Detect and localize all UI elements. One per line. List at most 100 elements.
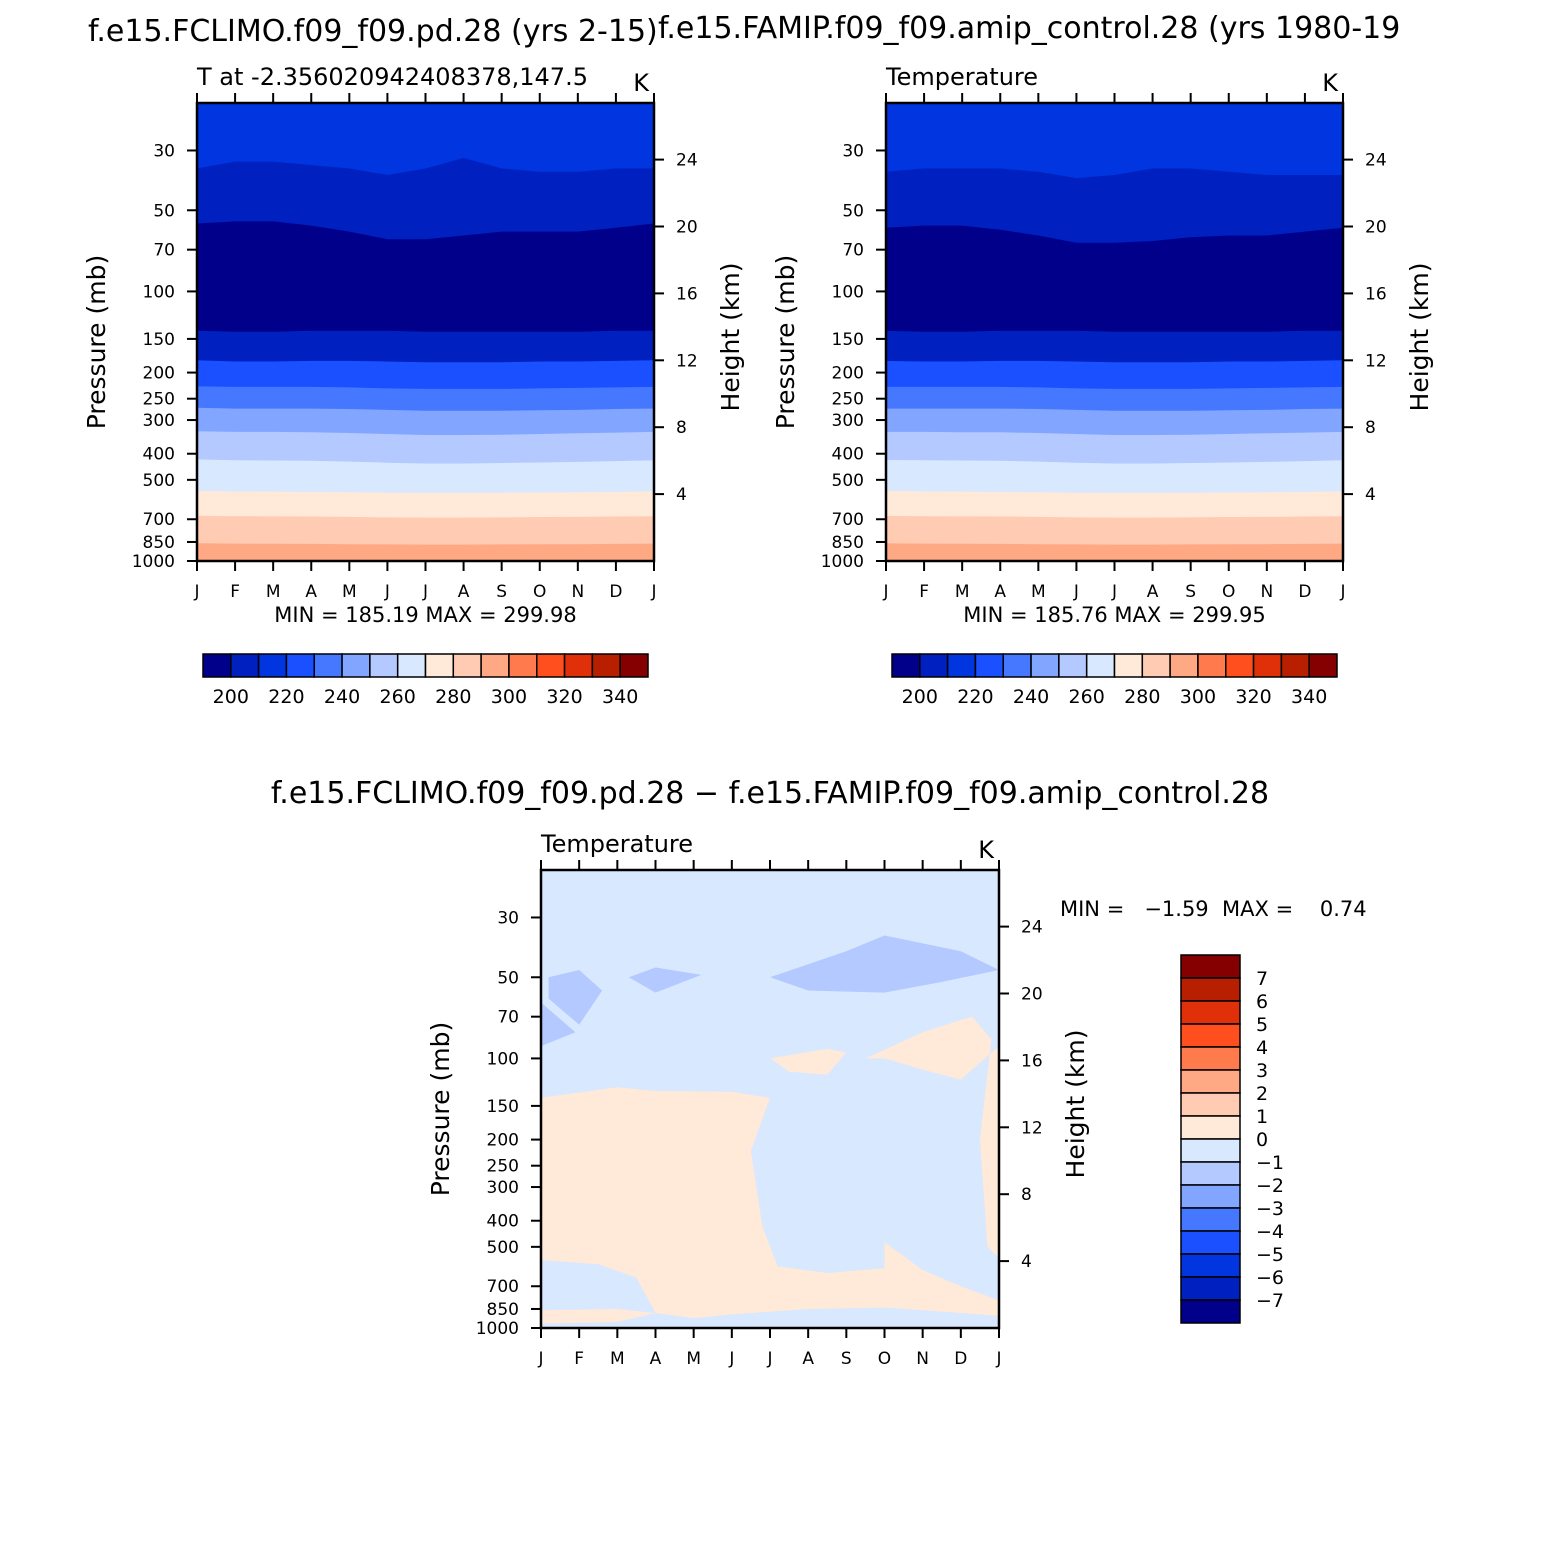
panel1-x-tick-label: J [422, 582, 428, 602]
panel1-colorbar-label: 320 [546, 686, 582, 708]
panel2-x-tick-label: J [882, 582, 888, 602]
panel1-colorbar-box [341, 653, 371, 678]
panel1-x-tick-label: D [609, 582, 622, 602]
panel1-x-tick-label: M [342, 582, 357, 602]
panel1-y-tick-label: 100 [143, 282, 175, 302]
panel1-x-tick-label: J [384, 582, 390, 602]
panel3-colorbar-label: −7 [1256, 1290, 1284, 1312]
panel1-y-tick-label: 700 [143, 510, 175, 530]
panel3-colorbar-label: −1 [1256, 1152, 1284, 1174]
panel3-x-tick-label: S [841, 1349, 852, 1369]
panel1-colorbar-box [536, 653, 566, 678]
panel3-subtitle-left: Temperature [540, 830, 693, 858]
panel3-colorbar-box [1180, 1069, 1241, 1094]
panel1-x-tick-label: A [458, 582, 470, 602]
panel2-y2-tick-label: 12 [1365, 351, 1387, 371]
panel2-colorbar-box [1085, 653, 1116, 678]
panel1-y2-tick-label: 20 [676, 218, 698, 238]
panel2-x-tick-label: J [1339, 582, 1345, 602]
panel2-x-tick-label: N [1260, 582, 1273, 602]
panel1-colorbar-label: 220 [268, 686, 304, 708]
panel1-colorbar-box [480, 653, 510, 678]
panel1-y2-tick-label: 8 [676, 418, 687, 438]
panel2-colorbar-label: 220 [957, 686, 993, 708]
panel1-ylabel: Pressure (mb) [82, 255, 111, 429]
panel3-y2-tick-label: 20 [1021, 985, 1043, 1005]
panel2-y2-tick-label: 8 [1365, 418, 1376, 438]
panel3-colorbar-label: −2 [1256, 1175, 1284, 1197]
panel2-colorbar-box [1058, 653, 1088, 678]
panel3-colorbar-box [1180, 1161, 1241, 1186]
panel1-colorbar-box [452, 653, 482, 678]
panel2-colorbar-box [1197, 653, 1227, 678]
panel3-colorbar-label: −3 [1256, 1198, 1284, 1220]
panel3-x-tick-label: J [728, 1349, 734, 1369]
panel2-y-tick-label: 500 [832, 471, 864, 491]
panel1-colorbar-label: 300 [491, 686, 527, 708]
panel1-y2-tick-label: 12 [676, 351, 698, 371]
panel1-colorbar-box [563, 653, 594, 678]
panel3-y-tick-label: 70 [497, 1008, 519, 1028]
panel3-y2-tick-label: 4 [1021, 1252, 1032, 1272]
panel3-region [865, 1016, 999, 1258]
panel3-colorbar-label: 5 [1256, 1014, 1268, 1036]
panel1-contour-fill [197, 103, 654, 561]
panel2-x-tick-label: F [919, 582, 929, 602]
panel2-colorbar-box [1030, 653, 1060, 678]
panel3-y2-tick-label: 8 [1021, 1185, 1032, 1205]
panel2-y-tick-label: 70 [842, 241, 864, 261]
panel3-y-tick-label: 250 [487, 1157, 519, 1177]
panel2-colorbar-label: 300 [1180, 686, 1216, 708]
panel2-x-tick-label: O [1222, 582, 1235, 602]
panel3-region [548, 970, 603, 1025]
panel3-colorbar-label: 4 [1256, 1037, 1268, 1059]
panel3-x-tick-label: M [686, 1349, 701, 1369]
panel1-y-tick-label: 200 [143, 364, 175, 384]
panel1-y-tick-label: 850 [143, 533, 175, 553]
panel2-x-tick-label: D [1298, 582, 1311, 602]
panel2-colorbar-box [1252, 653, 1283, 678]
panel3-colorbar-label: 3 [1256, 1060, 1268, 1082]
panel1-colorbar-box [508, 653, 538, 678]
panel3-region [770, 1048, 847, 1075]
panel1-y-tick-label: 150 [143, 330, 175, 350]
panel1-colorbar-box [202, 653, 232, 678]
panel3-y-tick-label: 400 [487, 1212, 519, 1232]
panel1-x-tick-label: O [533, 582, 546, 602]
panel3-x-tick-label: J [537, 1349, 543, 1369]
panel3-y-tick-label: 100 [487, 1049, 519, 1069]
panel1-x-tick-label: A [305, 582, 317, 602]
panel3-colorbar-box [1180, 1276, 1241, 1301]
panel3-y-tick-label: 300 [487, 1178, 519, 1198]
panel1-y-tick-label: 300 [143, 411, 175, 431]
panel3-y-tick-label: 850 [487, 1300, 519, 1320]
panel1-y-tick-label: 400 [143, 445, 175, 465]
panel2-x-tick-label: A [994, 582, 1006, 602]
panel2-y-tick-label: 300 [832, 411, 864, 431]
panel2-colorbar-box [1169, 653, 1199, 678]
panel3-y-tick-label: 200 [487, 1131, 519, 1151]
panel2-y2-tick-label: 24 [1365, 151, 1387, 171]
panel2-y-tick-label: 400 [832, 445, 864, 465]
panel3-colorbar-box [1180, 1253, 1241, 1278]
panel1-colorbar-box [285, 653, 315, 678]
panel3-region [541, 1309, 656, 1324]
panel1-colorbar-box [313, 653, 343, 678]
panel3-colorbar-label: 1 [1256, 1106, 1268, 1128]
panel2-y2-tick-label: 20 [1365, 218, 1387, 238]
panel2-colorbar-label: 320 [1235, 686, 1271, 708]
panel1-y-tick-label: 70 [153, 241, 175, 261]
panel3-x-tick-label: A [802, 1349, 814, 1369]
panel3-contour-fill [541, 870, 999, 1328]
panel2-colorbar-box [1141, 653, 1171, 678]
panel2-x-tick-label: J [1111, 582, 1117, 602]
panel1-colorbar-label: 260 [380, 686, 416, 708]
panel3-colorbar-box [1180, 1299, 1241, 1324]
panel2-x-tick-label: J [1073, 582, 1079, 602]
panel2-y-tick-label: 50 [842, 201, 864, 221]
panel1-x-tick-label: S [496, 582, 507, 602]
panel3-y-tick-label: 150 [487, 1097, 519, 1117]
panel3-y-tick-label: 50 [497, 968, 519, 988]
panel1-colorbar-label: 280 [435, 686, 471, 708]
